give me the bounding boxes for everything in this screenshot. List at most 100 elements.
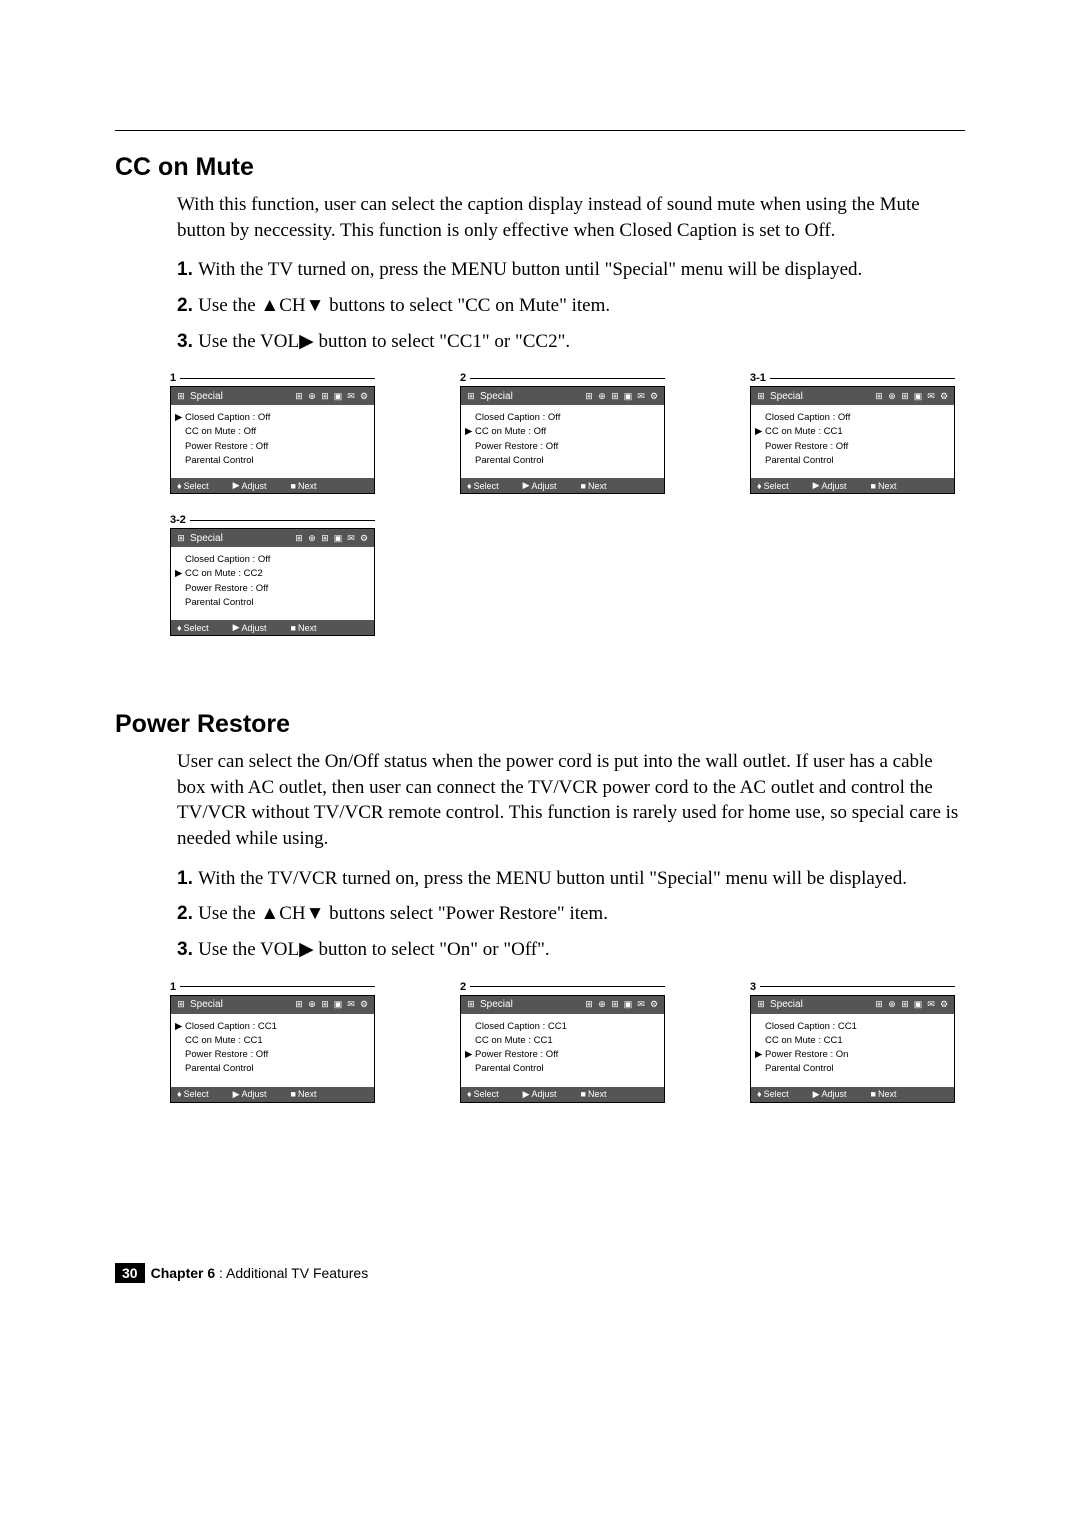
header-icon: ✉ [925,999,937,1010]
panel-step-label: 2 [460,981,665,993]
menu-icon: ⊞ [755,999,767,1010]
panel-label-line [470,378,665,379]
step-number: 1. [177,868,198,889]
osd-panel-body: ▶Closed Caption : OffCC on Mute : OffPow… [171,405,374,478]
footer-select: ♦Select [467,481,499,491]
header-icon: ✉ [345,533,357,544]
header-icon: ⚙ [358,999,370,1010]
osd-menu-item: ▶CC on Mute : CC2 [187,567,366,581]
updown-icon: ♦ [757,1089,762,1099]
osd-menu-item: CC on Mute : Off [187,425,366,439]
section1-steps: 1. With the TV turned on, press the MENU… [177,257,965,354]
osd-panel-wrap: 1⊞Special⊞⊕⊞▣✉⚙▶Closed Caption : OffCC o… [170,372,375,494]
panel-step-label: 2 [460,372,665,384]
osd-panel-footer: ♦Select▶Adjust■Next [751,478,954,493]
right-icon: ▶ [813,1089,820,1100]
square-icon: ■ [871,481,876,491]
selection-pointer-icon: ▶ [755,425,765,439]
header-icon: ⚙ [358,533,370,544]
osd-header-icons: ⊞⊕⊞▣✉⚙ [583,999,660,1010]
header-icon: ▣ [332,391,344,402]
osd-menu-item: Parental Control [767,454,946,468]
square-icon: ■ [871,1089,876,1099]
osd-panel-header: ⊞Special⊞⊕⊞▣✉⚙ [461,996,664,1014]
osd-panel: ⊞Special⊞⊕⊞▣✉⚙▶Closed Caption : CC1CC on… [170,995,375,1103]
footer-select: ♦Select [177,1089,209,1099]
header-icon: ⊞ [293,391,305,402]
osd-panel-title: Special [480,391,513,402]
right-icon: ▶ [523,480,530,491]
updown-icon: ♦ [177,623,182,633]
panel-step-label: 3-1 [750,372,955,384]
section2-steps: 1. With the TV/VCR turned on, press the … [177,866,965,963]
step-number: 2. [177,903,198,924]
page-footer: 30 Chapter 6 : Additional TV Features [115,1263,965,1283]
osd-menu-item: CC on Mute : CC1 [477,1034,656,1048]
panel-step-number: 2 [460,372,466,384]
panel-step-number: 3 [750,981,756,993]
panel-step-number: 1 [170,981,176,993]
right-icon: ▶ [813,480,820,491]
header-icon: ⊞ [583,391,595,402]
footer-adjust: ▶Adjust [813,480,847,491]
step-item: 1. With the TV/VCR turned on, press the … [177,866,965,892]
header-icon: ⊞ [583,999,595,1010]
osd-panel: ⊞Special⊞⊕⊞▣✉⚙Closed Caption : CC1CC on … [460,995,665,1103]
header-icon: ⊕ [306,533,318,544]
header-icon: ✉ [635,999,647,1010]
osd-header-icons: ⊞⊕⊞▣✉⚙ [293,999,370,1010]
osd-panel-header: ⊞Special⊞⊕⊞▣✉⚙ [171,529,374,547]
osd-menu-item: Closed Caption : Off [477,411,656,425]
section1-heading: CC on Mute [115,153,965,182]
header-icon: ⚙ [648,999,660,1010]
menu-icon: ⊞ [175,999,187,1010]
osd-header-icons: ⊞⊕⊞▣✉⚙ [873,999,950,1010]
footer-select: ♦Select [177,623,209,633]
osd-panel-body: Closed Caption : Off▶CC on Mute : CC2Pow… [171,547,374,620]
osd-panel-footer: ♦Select▶Adjust■Next [171,620,374,635]
osd-menu-item: ▶Power Restore : On [767,1048,946,1062]
selection-pointer-icon: ▶ [175,411,185,425]
footer-adjust: ▶Adjust [233,622,267,633]
header-icon: ⊞ [609,999,621,1010]
osd-menu-item: Parental Control [477,1062,656,1076]
header-icon: ⊞ [319,391,331,402]
footer-select: ♦Select [467,1089,499,1099]
step-item: 2. Use the ▲CH▼ buttons select "Power Re… [177,901,965,927]
osd-panel-footer: ♦Select▶Adjust■Next [461,478,664,493]
header-icon: ⊞ [899,391,911,402]
step-item: 1. With the TV turned on, press the MENU… [177,257,965,283]
osd-menu-item: Parental Control [187,1062,366,1076]
step-item: 3. Use the VOL▶ button to select "On" or… [177,937,965,963]
osd-menu-item: ▶Closed Caption : Off [187,411,366,425]
osd-menu-item: Closed Caption : Off [767,411,946,425]
panel-step-number: 1 [170,372,176,384]
osd-panel-wrap: 1⊞Special⊞⊕⊞▣✉⚙▶Closed Caption : CC1CC o… [170,981,375,1103]
osd-panel-header: ⊞Special⊞⊕⊞▣✉⚙ [171,387,374,405]
panel-step-label: 1 [170,372,375,384]
header-icon: ✉ [635,391,647,402]
updown-icon: ♦ [467,1089,472,1099]
osd-panel-title: Special [190,999,223,1010]
header-icon: ⊕ [886,999,898,1010]
header-icon: ⊕ [306,999,318,1010]
header-icon: ⚙ [358,391,370,402]
osd-panel-header: ⊞Special ⊞⊕⊞▣✉⚙ [171,996,374,1014]
menu-icon: ⊞ [465,391,477,402]
footer-select: ♦Select [757,1089,789,1099]
osd-panel: ⊞Special⊞⊕⊞▣✉⚙Closed Caption : Off▶CC on… [170,528,375,636]
section2-intro: User can select the On/Off status when t… [177,749,965,852]
footer-next: ■Next [581,481,607,491]
section2-heading: Power Restore [115,710,965,739]
header-icon: ✉ [345,391,357,402]
panel-step-number: 3-2 [170,514,186,526]
osd-panel-wrap: 3-2 ⊞Special⊞⊕⊞▣✉⚙Closed Caption : Off▶CC… [170,514,375,636]
selection-pointer-icon: ▶ [175,1020,185,1034]
header-icon: ⚙ [648,391,660,402]
osd-panel-body: Closed Caption : CC1CC on Mute : CC1▶Pow… [461,1014,664,1087]
menu-icon: ⊞ [175,391,187,402]
selection-pointer-icon: ▶ [465,425,475,439]
osd-panel-title: Special [190,391,223,402]
step-item: 3. Use the VOL▶ button to select "CC1" o… [177,329,965,355]
header-icon: ⊕ [306,391,318,402]
